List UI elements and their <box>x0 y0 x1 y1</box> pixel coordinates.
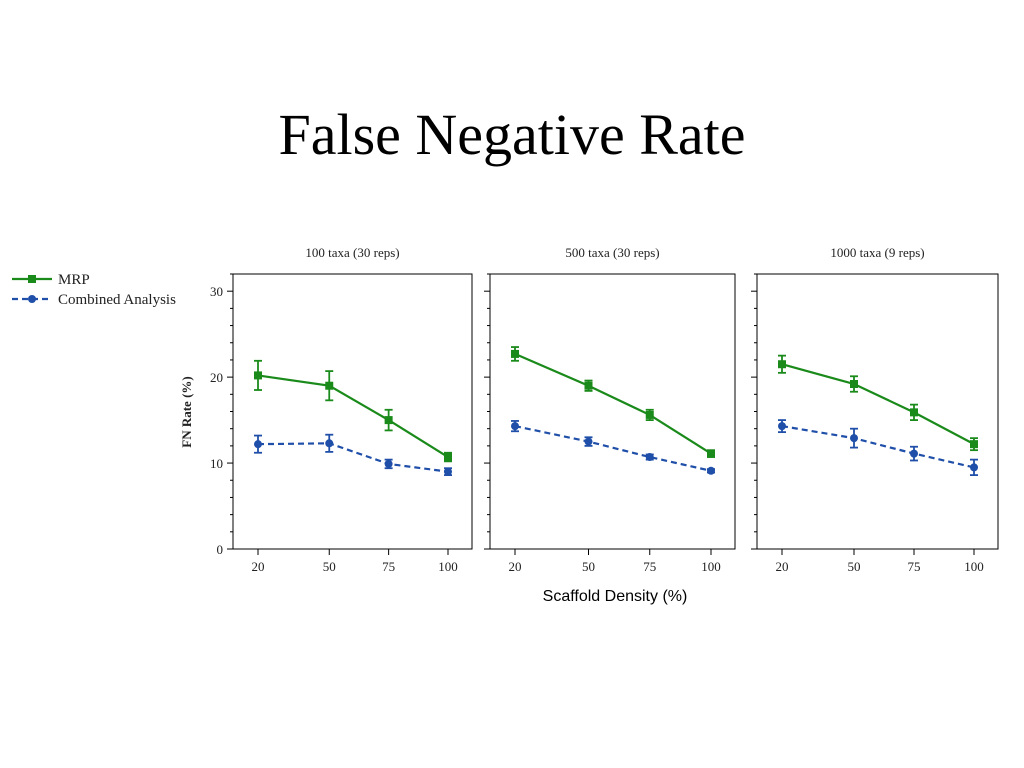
data-point <box>778 360 786 369</box>
legend-item-combined-analysis: Combined Analysis <box>12 292 176 308</box>
panel-frame <box>489 273 736 550</box>
data-point <box>384 459 393 468</box>
data-point <box>850 380 858 388</box>
series-mrp <box>511 346 715 458</box>
y-tick-label: 20 <box>210 370 223 385</box>
y-tick-label: 0 <box>217 542 224 557</box>
series-combined-analysis <box>254 433 452 476</box>
panel-frame <box>232 273 473 550</box>
legend-marker <box>28 275 36 283</box>
data-point <box>645 453 654 462</box>
series-mrp <box>778 354 978 452</box>
x-tick-label: 20 <box>776 559 789 574</box>
series-combined-analysis <box>511 420 715 475</box>
y-tick-label: 10 <box>210 456 223 471</box>
data-point <box>778 422 786 431</box>
data-point <box>910 449 918 458</box>
x-tick-label: 100 <box>964 559 984 574</box>
series-line <box>514 425 712 472</box>
data-point <box>511 349 519 358</box>
chart-panel-3: 1000 taxa (9 reps) 20 50 75 100 <box>751 245 999 574</box>
data-point <box>707 466 715 475</box>
data-point <box>325 439 334 448</box>
x-tick-label: 100 <box>701 559 721 574</box>
x-tick-label: 75 <box>908 559 921 574</box>
chart-panel-2: 500 taxa (30 reps) 20 50 75 100 <box>484 245 736 574</box>
data-point <box>444 453 452 462</box>
x-tick-label: 50 <box>323 559 336 574</box>
panel-title: 500 taxa (30 reps) <box>565 245 659 260</box>
legend-label: Combined Analysis <box>58 292 176 308</box>
data-point <box>511 422 519 431</box>
x-tick-label: 20 <box>509 559 522 574</box>
x-axis-label: Scaffold Density (%) <box>542 588 688 605</box>
x-tick-label: 100 <box>438 559 458 574</box>
data-point <box>584 381 593 390</box>
series-line <box>257 374 449 458</box>
x-tick-label: 50 <box>582 559 595 574</box>
panel-title: 100 taxa (30 reps) <box>305 245 399 260</box>
data-point <box>254 371 262 380</box>
data-point <box>384 416 393 425</box>
x-tick-label: 50 <box>848 559 861 574</box>
data-point <box>325 381 334 390</box>
data-point <box>444 467 452 476</box>
y-axis-label: FN Rate (%) <box>179 376 194 447</box>
x-tick-label: 75 <box>382 559 395 574</box>
legend-item-mrp: MRP <box>12 272 90 288</box>
series-line <box>257 442 449 473</box>
panel-title: 1000 taxa (9 reps) <box>830 245 924 260</box>
series-mrp <box>254 359 452 463</box>
y-tick-label: 30 <box>210 284 223 299</box>
data-point <box>645 410 654 419</box>
data-point <box>970 440 978 449</box>
series-combined-analysis <box>778 419 978 476</box>
chart-panel-1: 100 taxa (30 reps) 0 10 20 30 20 50 75 100 <box>210 245 473 574</box>
legend-label: MRP <box>58 272 90 288</box>
page-title: False Negative Rate <box>278 102 746 167</box>
x-tick-label: 75 <box>643 559 656 574</box>
series-line <box>781 425 975 469</box>
data-point <box>850 434 858 443</box>
panel-frame <box>756 273 999 550</box>
legend: MRP Combined Analysis <box>12 272 176 308</box>
data-point <box>254 440 262 449</box>
x-tick-label: 20 <box>252 559 265 574</box>
data-point <box>707 449 715 458</box>
data-point <box>910 408 918 417</box>
data-point <box>970 463 978 472</box>
series-line <box>514 352 712 455</box>
data-point <box>584 437 593 446</box>
legend-marker <box>28 295 36 303</box>
series-line <box>781 363 975 446</box>
